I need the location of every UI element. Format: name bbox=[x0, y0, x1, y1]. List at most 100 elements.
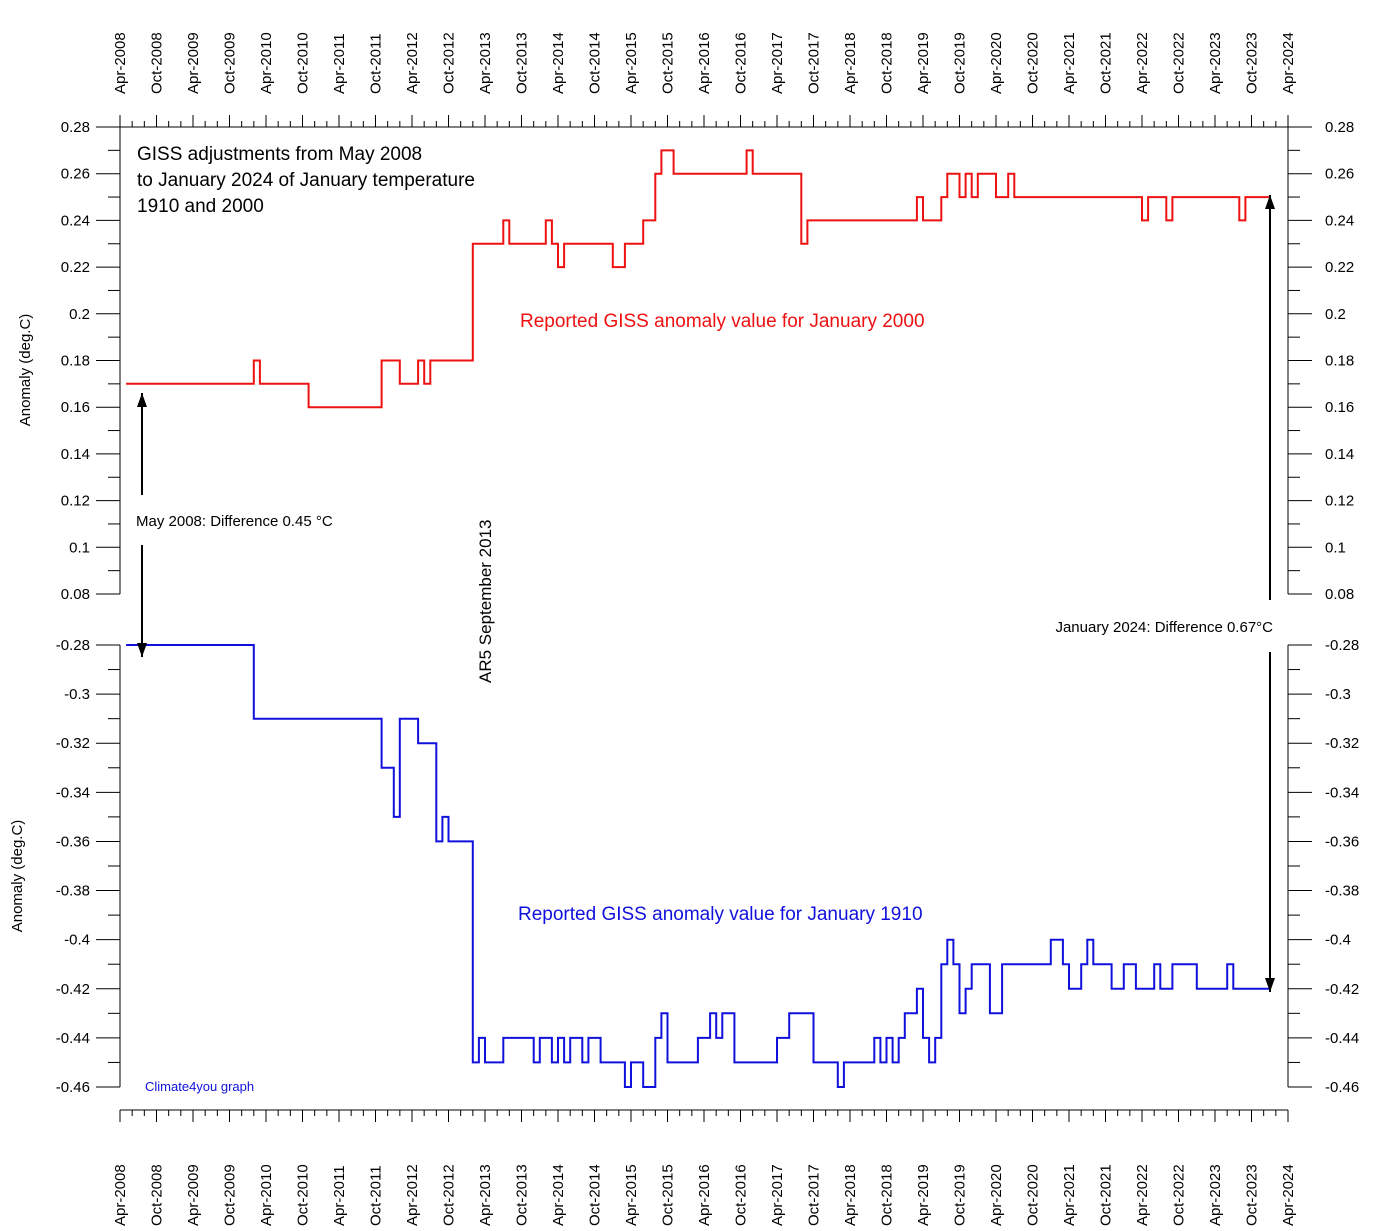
upper-y-tick-label-left: 0.14 bbox=[61, 446, 90, 463]
lower-y-tick-label-right: -0.38 bbox=[1325, 883, 1359, 900]
chart-title-line-3: 1910 and 2000 bbox=[137, 196, 264, 217]
lower-series-label: Reported GISS anomaly value for January … bbox=[518, 904, 923, 925]
x-tick-label-top: Apr-2022 bbox=[1134, 32, 1151, 94]
x-tick-label-top: Apr-2018 bbox=[842, 32, 859, 94]
chart-title-line-1: GISS adjustments from May 2008 bbox=[137, 144, 422, 165]
x-tick-label-bottom: Oct-2010 bbox=[295, 1164, 312, 1226]
lower-y-tick-label-right: -0.46 bbox=[1325, 1079, 1359, 1096]
x-tick-label-bottom: Oct-2016 bbox=[733, 1164, 750, 1226]
lower-y-tick-label-left: -0.3 bbox=[64, 686, 90, 703]
x-tick-label-top: Apr-2020 bbox=[988, 32, 1005, 94]
x-tick-label-bottom: Oct-2021 bbox=[1098, 1164, 1115, 1226]
x-tick-label-bottom: Apr-2023 bbox=[1207, 1164, 1224, 1226]
x-tick-label-bottom: Apr-2017 bbox=[769, 1164, 786, 1226]
lower-y-tick-label-right: -0.28 bbox=[1325, 637, 1359, 654]
x-tick-label-top: Oct-2020 bbox=[1025, 32, 1042, 94]
x-tick-label-top: Apr-2012 bbox=[404, 32, 421, 94]
x-tick-label-bottom: Apr-2020 bbox=[988, 1164, 1005, 1226]
x-tick-label-top: Apr-2016 bbox=[696, 32, 713, 94]
lower-y-tick-label-left: -0.28 bbox=[56, 637, 90, 654]
lower-y-tick-label-right: -0.44 bbox=[1325, 1030, 1359, 1047]
x-tick-label-top: Apr-2008 bbox=[112, 32, 129, 94]
lower-y-tick-label-right: -0.42 bbox=[1325, 981, 1359, 998]
x-tick-label-bottom: Apr-2016 bbox=[696, 1164, 713, 1226]
data-layer bbox=[126, 149, 1275, 1088]
upper-y-axis-label: Anomaly (deg.C) bbox=[17, 314, 34, 427]
x-tick-label-bottom: Apr-2022 bbox=[1134, 1164, 1151, 1226]
x-tick-label-top: Apr-2019 bbox=[915, 32, 932, 94]
upper-y-tick-label-left: 0.08 bbox=[61, 586, 90, 603]
lower-y-tick-label-left: -0.32 bbox=[56, 735, 90, 752]
lower-y-axis-label: Anomaly (deg.C) bbox=[9, 820, 26, 933]
lower-y-tick-label-right: -0.32 bbox=[1325, 735, 1359, 752]
lower-series-line bbox=[126, 644, 1270, 1088]
upper-y-tick-label-left: 0.22 bbox=[61, 259, 90, 276]
ar5-label: AR5 September 2013 bbox=[476, 520, 495, 684]
x-tick-label-bottom: Apr-2013 bbox=[477, 1164, 494, 1226]
x-tick-label-bottom: Oct-2017 bbox=[806, 1164, 823, 1226]
lower-y-tick-label-left: -0.42 bbox=[56, 981, 90, 998]
x-tick-label-bottom: Apr-2024 bbox=[1280, 1164, 1297, 1226]
x-tick-label-bottom: Oct-2022 bbox=[1171, 1164, 1188, 1226]
x-tick-label-bottom: Oct-2009 bbox=[222, 1164, 239, 1226]
x-tick-label-top: Oct-2015 bbox=[660, 32, 677, 94]
x-tick-label-bottom: Apr-2012 bbox=[404, 1164, 421, 1226]
x-tick-label-bottom: Oct-2020 bbox=[1025, 1164, 1042, 1226]
lower-y-tick-label-left: -0.36 bbox=[56, 833, 90, 850]
x-tick-label-top: Apr-2017 bbox=[769, 32, 786, 94]
upper-y-tick-label-right: 0.14 bbox=[1325, 446, 1354, 463]
chart-title-line-2: to January 2024 of January temperature bbox=[137, 170, 475, 191]
may-2008-difference-label: May 2008: Difference 0.45 °C bbox=[136, 513, 333, 530]
lower-y-tick-label-left: -0.4 bbox=[64, 932, 90, 949]
x-tick-label-bottom: Apr-2014 bbox=[550, 1164, 567, 1226]
x-tick-label-bottom: Apr-2011 bbox=[331, 1165, 348, 1226]
may-2008-arrow-down-head bbox=[137, 643, 147, 657]
x-tick-label-bottom: Oct-2015 bbox=[660, 1164, 677, 1226]
x-tick-label-bottom: Apr-2010 bbox=[258, 1164, 275, 1226]
x-tick-label-top: Oct-2018 bbox=[879, 32, 896, 94]
x-tick-label-top: Oct-2023 bbox=[1244, 32, 1261, 94]
upper-series-label: Reported GISS anomaly value for January … bbox=[520, 311, 925, 332]
x-tick-label-top: Apr-2015 bbox=[623, 32, 640, 94]
x-tick-label-top: Apr-2014 bbox=[550, 32, 567, 94]
x-tick-label-top: Oct-2014 bbox=[587, 32, 604, 94]
x-tick-label-bottom: Apr-2009 bbox=[185, 1164, 202, 1226]
lower-y-tick-label-right: -0.4 bbox=[1325, 932, 1351, 949]
jan-2024-arrow-up-head bbox=[1265, 195, 1275, 209]
x-tick-label-top: Apr-2009 bbox=[185, 32, 202, 94]
x-tick-label-bottom: Apr-2015 bbox=[623, 1164, 640, 1226]
upper-y-tick-label-left: 0.2 bbox=[69, 306, 90, 323]
x-tick-label-top: Apr-2024 bbox=[1280, 32, 1297, 94]
lower-y-tick-label-left: -0.46 bbox=[56, 1079, 90, 1096]
upper-y-tick-label-left: 0.12 bbox=[61, 493, 90, 510]
x-tick-label-top: Oct-2013 bbox=[514, 32, 531, 94]
x-tick-label-bottom: Oct-2012 bbox=[441, 1164, 458, 1226]
upper-y-tick-label-right: 0.22 bbox=[1325, 259, 1354, 276]
upper-y-tick-label-left: 0.16 bbox=[61, 399, 90, 416]
x-tick-label-bottom: Oct-2019 bbox=[952, 1164, 969, 1226]
upper-y-tick-label-left: 0.28 bbox=[61, 119, 90, 136]
upper-y-tick-label-right: 0.16 bbox=[1325, 399, 1354, 416]
x-tick-label-bottom: Oct-2008 bbox=[149, 1164, 166, 1226]
may-2008-arrow-up-head bbox=[137, 393, 147, 407]
x-tick-label-bottom: Apr-2008 bbox=[112, 1164, 129, 1226]
x-tick-label-top: Oct-2021 bbox=[1098, 32, 1115, 94]
upper-y-tick-label-left: 0.24 bbox=[61, 212, 90, 229]
jan-2024-arrow-down-head bbox=[1265, 978, 1275, 992]
lower-y-tick-label-right: -0.36 bbox=[1325, 833, 1359, 850]
x-tick-label-top: Oct-2010 bbox=[295, 32, 312, 94]
x-tick-label-top: Oct-2009 bbox=[222, 32, 239, 94]
upper-y-tick-label-left: 0.26 bbox=[61, 166, 90, 183]
upper-y-tick-label-right: 0.12 bbox=[1325, 493, 1354, 510]
x-tick-label-top: Apr-2010 bbox=[258, 32, 275, 94]
upper-series-line bbox=[126, 149, 1270, 409]
x-tick-label-bottom: Oct-2014 bbox=[587, 1164, 604, 1226]
x-tick-label-top: Oct-2008 bbox=[149, 32, 166, 94]
credit-label: Climate4you graph bbox=[145, 1079, 254, 1094]
upper-y-tick-label-left: 0.1 bbox=[69, 539, 90, 556]
upper-y-tick-label-right: 0.08 bbox=[1325, 586, 1354, 603]
x-tick-label-bottom: Apr-2018 bbox=[842, 1164, 859, 1226]
upper-y-tick-label-right: 0.2 bbox=[1325, 306, 1346, 323]
